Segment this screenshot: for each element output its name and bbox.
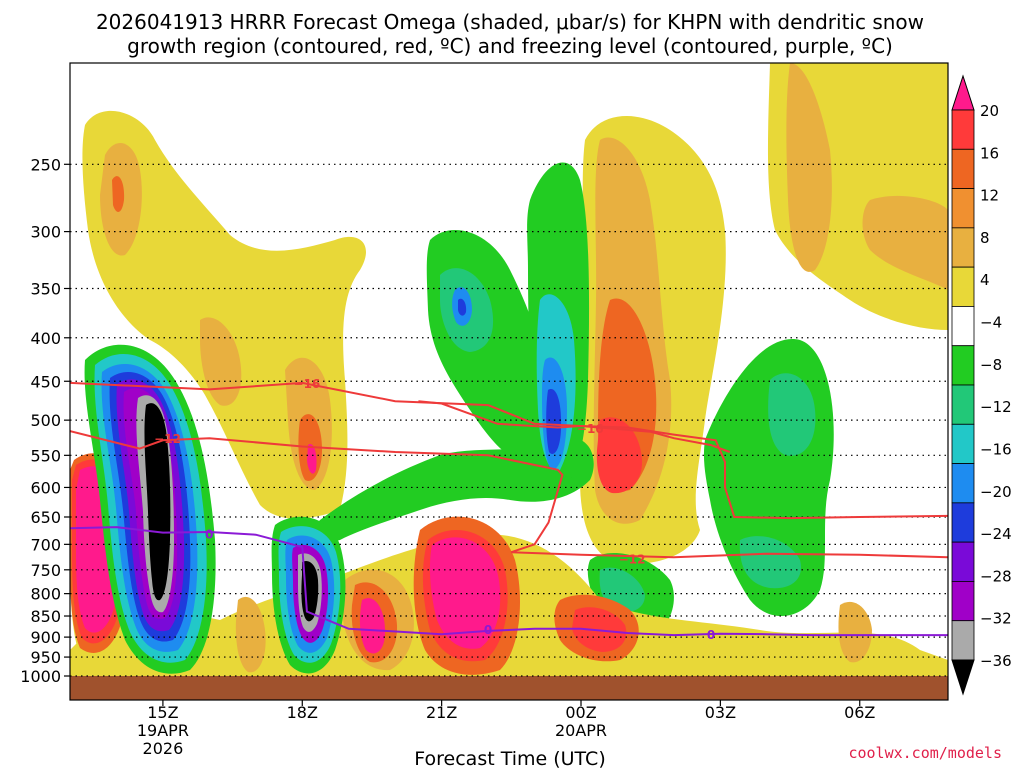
y-tick-label-250: 250 — [30, 155, 61, 174]
x-tick-date-00Z: 20APR — [555, 721, 607, 740]
y-tick-label-450: 450 — [30, 372, 61, 391]
omega-region-teal-right — [768, 373, 816, 456]
chart-title-line2: growth region (contoured, red, ºC) and f… — [127, 34, 893, 58]
colorbar-label-2: 12 — [980, 187, 999, 205]
colorbar-label-10: −24 — [980, 525, 1012, 543]
contour-label-2-0: −12 — [619, 552, 646, 566]
x-tick-label-03Z: 03Z — [705, 703, 736, 722]
colorbar-label-13: −36 — [980, 652, 1012, 670]
y-axis: 250 300 350 400 450 500 550 600 650 700 750 800 850 9… — [20, 155, 70, 686]
omega-region-darkblue-upper — [458, 298, 467, 316]
y-tick-label-800: 800 — [30, 585, 61, 604]
colorbar-label-6: −8 — [980, 356, 1002, 374]
colorbar-label-8: −16 — [980, 440, 1012, 458]
colorbar-segment-12 — [951, 541, 975, 582]
y-tick-label-350: 350 — [30, 279, 61, 298]
contour-line-1 — [418, 400, 948, 520]
x-tick-label-15Z: 15Z — [147, 703, 178, 722]
x-tick-label-00Z: 00Z — [565, 703, 596, 722]
colorbar-segment-5 — [951, 266, 975, 307]
x-axis-title: Forecast Time (UTC) — [414, 748, 605, 768]
colorbar-segment-9 — [951, 423, 975, 464]
colorbar-segment-10 — [951, 463, 975, 504]
y-tick-label-500: 500 — [30, 411, 61, 430]
y-tick-label-750: 750 — [30, 561, 61, 580]
credit-text: coolwx.com/models — [848, 744, 1002, 762]
colorbar-segment-6 — [951, 306, 975, 347]
colorbar-label-7: −12 — [980, 398, 1012, 416]
omega-region-orange-mid-left — [200, 317, 242, 406]
colorbar-label-11: −28 — [980, 567, 1012, 585]
contour-line-2 — [70, 430, 948, 559]
colorbar-label-5: −4 — [980, 314, 1002, 332]
colorbar-segment-11 — [951, 502, 975, 543]
contour-label-1-0: −16 — [577, 422, 604, 436]
y-tick-label-850: 850 — [30, 607, 61, 626]
isotherm-labels: −16 −16 −12 −12 0 0 0 — [154, 377, 715, 642]
colorbar-segment-3 — [951, 188, 975, 229]
y-tick-label-700: 700 — [30, 535, 61, 554]
y-tick-label-650: 650 — [30, 508, 61, 527]
colorbar-segment-14 — [951, 620, 975, 661]
colorbar-label-3: 8 — [980, 229, 990, 247]
x-tick-label-18Z: 18Z — [287, 703, 318, 722]
omega-region-teal-right2 — [739, 536, 801, 589]
colorbar-segment-7 — [951, 345, 975, 386]
omega-region-green-band — [313, 438, 594, 542]
colorbar: 20 16 12 8 4 −4 −8 −12 −16 −20 −24 −28 −32 −36 — [951, 74, 1012, 696]
omega-shaded-field — [70, 63, 948, 700]
x-tick-label-21Z: 21Z — [426, 703, 457, 722]
omega-region-magenta-18z-small — [307, 444, 317, 474]
colorbar-label-12: −32 — [980, 610, 1012, 628]
colorbar-segment-8 — [951, 384, 975, 425]
contour-label-2-1: −12 — [154, 432, 181, 446]
y-tick-label-950: 950 — [30, 648, 61, 667]
omega-region-darkblue-tall — [546, 389, 562, 454]
omega-region-orange-far-right2 — [862, 195, 948, 290]
ground-strip — [70, 676, 948, 700]
colorbar-label-4: 4 — [980, 271, 990, 289]
omega-region-black-column-15z — [144, 403, 171, 601]
y-tick-label-1000: 1000 — [20, 667, 61, 686]
colorbar-bottom-arrow — [951, 659, 975, 696]
contour-line-3 — [70, 526, 948, 637]
omega-region-magenta-lower — [359, 598, 386, 654]
contour-label-3-0: 0 — [205, 528, 213, 542]
y-tick-label-900: 900 — [30, 628, 61, 647]
colorbar-segment-13 — [951, 581, 975, 622]
colorbar-label-1: 16 — [980, 144, 999, 162]
contour-label-3-2: 0 — [707, 628, 715, 642]
omega-region-orange-far-right-low — [838, 601, 872, 663]
x-tick-year-15Z: 2026 — [143, 739, 184, 758]
isotherm-contours — [70, 381, 948, 637]
contour-label-3-1: 0 — [484, 623, 492, 637]
x-tick-label-06Z: 06Z — [844, 703, 875, 722]
colorbar-segment-1 — [951, 109, 975, 150]
x-tick-date-15Z: 19APR — [137, 721, 189, 740]
contour-label-0-0: −16 — [294, 377, 321, 391]
y-tick-label-550: 550 — [30, 446, 61, 465]
omega-region-orange2-upper-left — [112, 176, 125, 212]
chart-title-line1: 2026041913 HRRR Forecast Omega (shaded, … — [96, 10, 924, 34]
colorbar-label-0: 20 — [980, 102, 999, 120]
horizontal-gridlines — [70, 163, 948, 677]
y-tick-label-400: 400 — [30, 329, 61, 348]
contour-line-0 — [70, 381, 731, 453]
colorbar-segment-4 — [951, 227, 975, 268]
omega-region-magenta-21z — [429, 537, 501, 649]
y-tick-label-600: 600 — [30, 478, 61, 497]
omega-region-red-right — [596, 417, 643, 494]
colorbar-segment-2 — [951, 148, 975, 189]
y-tick-label-300: 300 — [30, 223, 61, 242]
colorbar-label-9: −20 — [980, 483, 1012, 501]
colorbar-top-arrow — [951, 74, 975, 111]
omega-region-orange-far-right — [786, 63, 832, 272]
